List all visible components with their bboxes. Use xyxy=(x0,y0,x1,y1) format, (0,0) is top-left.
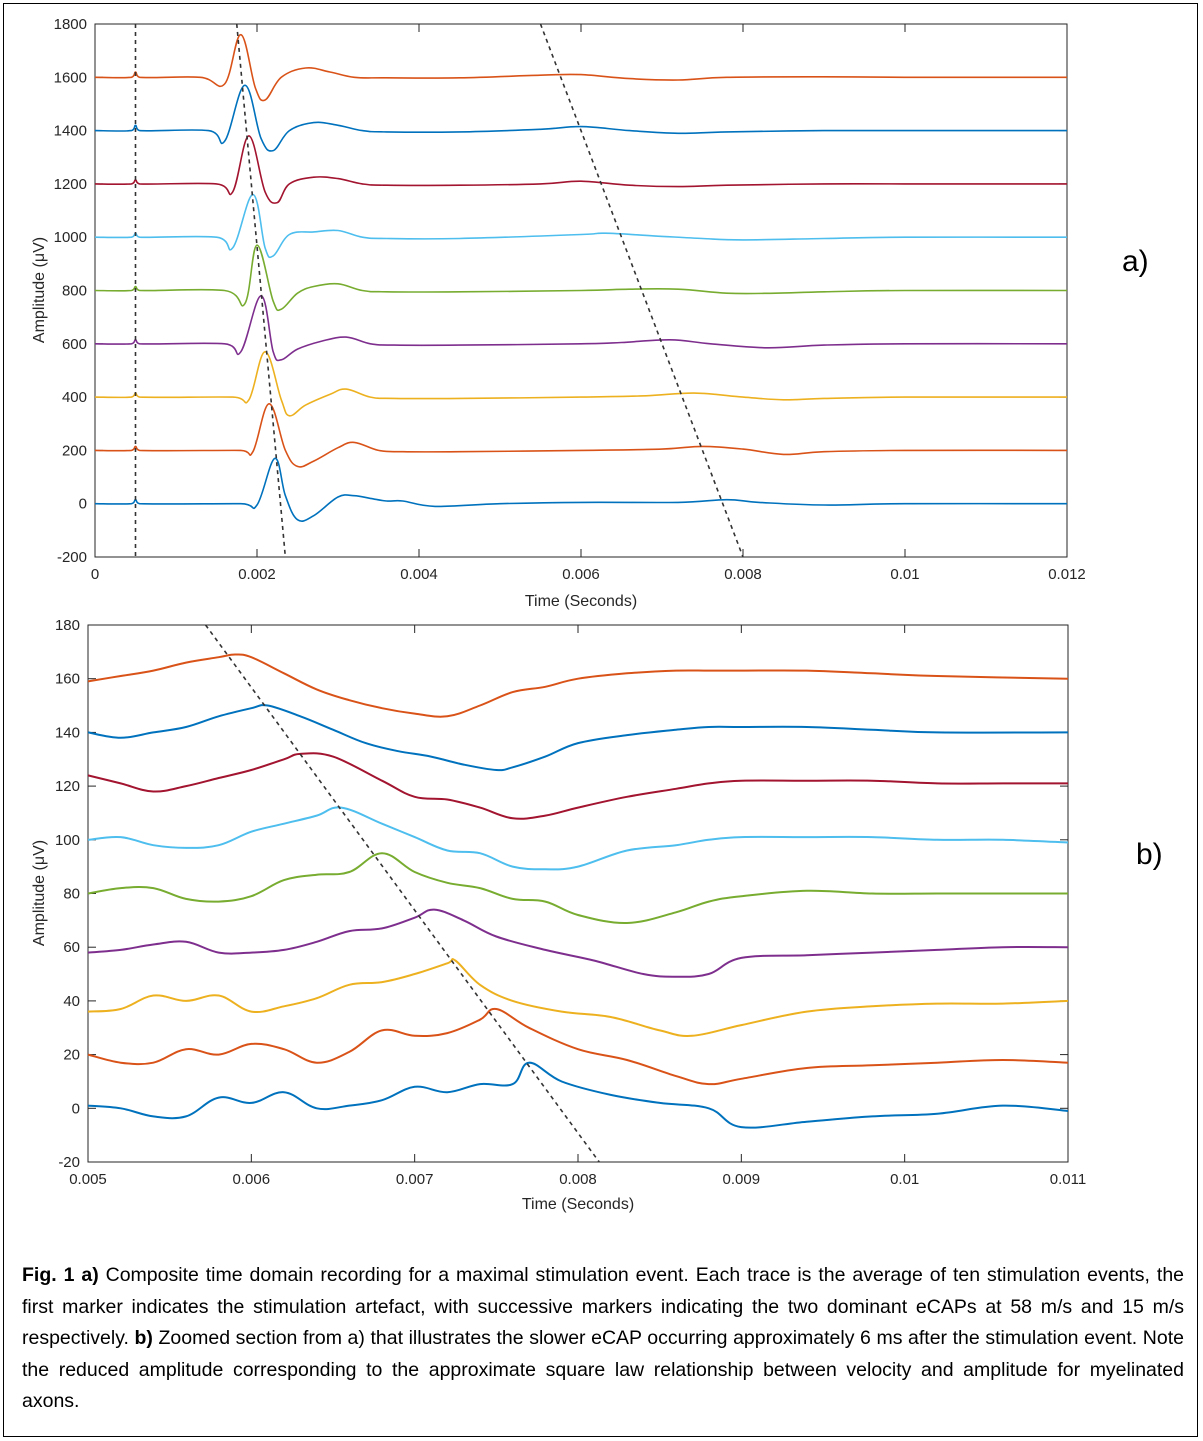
x-tick-label: 0.006 xyxy=(562,566,600,583)
y-tick-label: 0 xyxy=(72,1100,80,1117)
x-tick-label: 0.002 xyxy=(238,566,276,583)
x-tick-label: 0.005 xyxy=(69,1171,107,1188)
x-tick-label: 0.006 xyxy=(233,1171,271,1188)
panel-label-b: b) xyxy=(1136,838,1163,872)
y-tick-label: 160 xyxy=(55,671,80,688)
caption-part-b-label: b) xyxy=(135,1327,153,1349)
y-tick-label: 200 xyxy=(62,442,87,459)
x-tick-label: 0.007 xyxy=(396,1171,434,1188)
y-tick-label: 120 xyxy=(55,778,80,795)
y-tick-label: 100 xyxy=(55,832,80,849)
y-tick-label: 60 xyxy=(63,939,80,956)
caption-fig-label: Fig. 1 xyxy=(22,1264,74,1286)
caption-part-b-text: Zoomed section from a) that illustrates … xyxy=(22,1327,1184,1412)
y-tick-label: 1200 xyxy=(54,176,87,193)
y-tick-label: 800 xyxy=(62,283,87,300)
caption-part-a-label: a) xyxy=(81,1264,98,1286)
figure-caption: Fig. 1 a) Composite time domain recordin… xyxy=(22,1260,1184,1418)
y-tick-label: -200 xyxy=(57,549,87,566)
y-tick-label: 400 xyxy=(62,389,87,406)
chart-a-xlabel: Time (Seconds) xyxy=(525,593,637,610)
x-tick-label: 0 xyxy=(91,566,99,583)
x-tick-label: 0.008 xyxy=(724,566,762,583)
chart-b-xlabel: Time (Seconds) xyxy=(522,1196,634,1213)
y-tick-label: -20 xyxy=(58,1154,80,1171)
chart-b-ylabel: Amplitude (μV) xyxy=(31,840,48,946)
x-tick-label: 0.011 xyxy=(1050,1171,1086,1188)
x-tick-label: 0.01 xyxy=(890,1171,919,1188)
panel-label-a: a) xyxy=(1122,245,1149,279)
y-tick-label: 180 xyxy=(55,617,80,634)
x-tick-label: 0.008 xyxy=(559,1171,597,1188)
y-tick-label: 80 xyxy=(63,886,80,903)
y-tick-label: 1400 xyxy=(54,123,87,140)
y-tick-label: 140 xyxy=(55,724,80,741)
x-tick-label: 0.01 xyxy=(890,566,919,583)
y-tick-label: 0 xyxy=(79,496,87,513)
y-tick-label: 1600 xyxy=(54,69,87,86)
y-tick-label: 600 xyxy=(62,336,87,353)
y-tick-label: 1800 xyxy=(54,16,87,33)
x-tick-label: 0.009 xyxy=(723,1171,761,1188)
x-tick-label: 0.004 xyxy=(400,566,438,583)
y-tick-label: 1000 xyxy=(54,229,87,246)
chart-a-ylabel: Amplitude (μV) xyxy=(31,237,48,343)
y-tick-label: 40 xyxy=(63,993,80,1010)
y-tick-label: 20 xyxy=(63,1047,80,1064)
x-tick-label: 0.012 xyxy=(1048,566,1086,583)
